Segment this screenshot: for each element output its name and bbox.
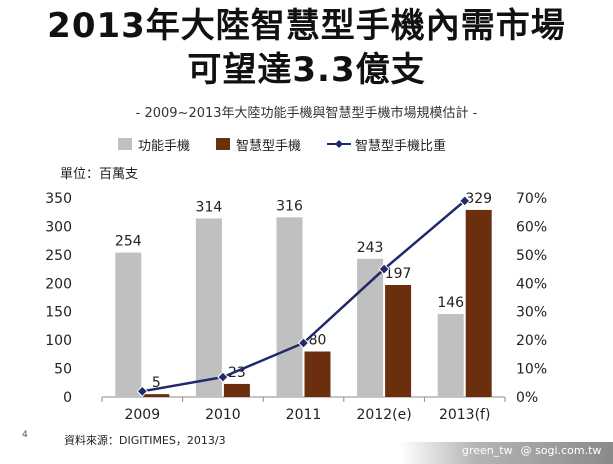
legend-line-smartphone-share	[327, 140, 352, 148]
legend-swatch-smartphone	[216, 138, 231, 150]
credit-left: green_tw	[462, 444, 513, 457]
source-note: 資料來源：DIGITIMES，2013/3	[64, 434, 226, 447]
bar-feature-phone	[437, 313, 464, 397]
y-right-tick-label: 20%	[516, 333, 547, 349]
bar-feature-phone	[276, 217, 303, 397]
chart-legend: 功能手機 智慧型手機 智慧型手機比重	[118, 134, 472, 154]
legend-item-smartphone: 智慧型手機	[216, 135, 301, 154]
data-label-smartphone: 329	[465, 191, 492, 207]
legend-item-smartphone-share: 智慧型手機比重	[327, 135, 446, 154]
y-left-tick-label: 50	[54, 362, 72, 378]
x-category-label: 2011	[286, 407, 322, 423]
y-right-tick-label: 50%	[516, 248, 547, 264]
legend-item-feature-phone: 功能手機	[118, 135, 190, 154]
bar-feature-phone	[115, 252, 142, 397]
bar-smartphone	[465, 209, 492, 397]
y-right-tick-label: 60%	[516, 219, 547, 235]
y-left-tick-label: 200	[45, 276, 72, 292]
marker-smartphone-share	[458, 195, 471, 207]
data-label-feature-phone: 146	[437, 295, 464, 311]
bar-feature-phone	[195, 218, 222, 397]
credit-right: @ sogi.com.tw	[520, 444, 602, 457]
unit-label: 單位：百萬支	[60, 167, 139, 182]
x-category-label: 2012(e)	[357, 407, 412, 423]
x-category-label: 2010	[205, 407, 241, 423]
bar-smartphone	[385, 284, 412, 397]
marker-smartphone-share	[217, 371, 229, 383]
chart-subtitle: - 2009~2013年大陸功能手機與智慧型手機市場規模估計 -	[135, 106, 478, 121]
bar-feature-phone	[357, 258, 384, 397]
credit-text: green_tw @ sogi.com.tw	[462, 444, 609, 457]
data-label-smartphone: 80	[309, 333, 327, 349]
y-right-tick-label: 30%	[516, 305, 547, 321]
page-number: 4	[22, 430, 28, 440]
bar-smartphone	[304, 351, 331, 397]
data-label-smartphone: 197	[385, 266, 412, 282]
legend-label-smartphone: 智慧型手機	[236, 138, 302, 154]
y-right-tick-label: 0%	[516, 390, 538, 406]
y-right-tick-label: 40%	[516, 276, 547, 292]
bar-smartphone	[223, 383, 250, 397]
legend-label-smartphone-share: 智慧型手機比重	[355, 138, 447, 154]
legend-swatch-feature-phone	[118, 138, 132, 150]
y-left-tick-label: 150	[45, 305, 72, 321]
y-left-tick-label: 0	[63, 390, 72, 406]
footer-band	[400, 442, 613, 464]
data-label-smartphone: 5	[152, 375, 161, 391]
legend-label-feature-phone: 功能手機	[138, 138, 191, 154]
y-right-tick-label: 70%	[516, 191, 547, 207]
data-label-feature-phone: 314	[196, 199, 223, 215]
chart-title-line-2: 可望達3.3億支	[187, 50, 426, 90]
y-left-tick-label: 300	[45, 219, 72, 235]
y-left-tick-label: 250	[45, 248, 72, 264]
y-right-tick-label: 10%	[516, 362, 547, 378]
y-left-tick-label: 350	[45, 191, 72, 207]
marker-smartphone-share	[136, 385, 149, 398]
marker-smartphone-share	[378, 263, 390, 275]
x-category-label: 2009	[124, 407, 160, 423]
y-left-tick-label: 100	[45, 333, 72, 349]
data-label-feature-phone: 254	[115, 234, 142, 250]
x-category-label: 2013(f)	[439, 407, 490, 423]
bar-smartphone	[143, 394, 170, 397]
data-label-feature-phone: 243	[357, 240, 384, 256]
marker-smartphone-share	[297, 337, 310, 349]
chart-title-line-1: 2013年大陸智慧型手機內需市場	[47, 6, 566, 46]
line-smartphone-share	[142, 199, 466, 393]
data-label-feature-phone: 316	[276, 198, 303, 214]
